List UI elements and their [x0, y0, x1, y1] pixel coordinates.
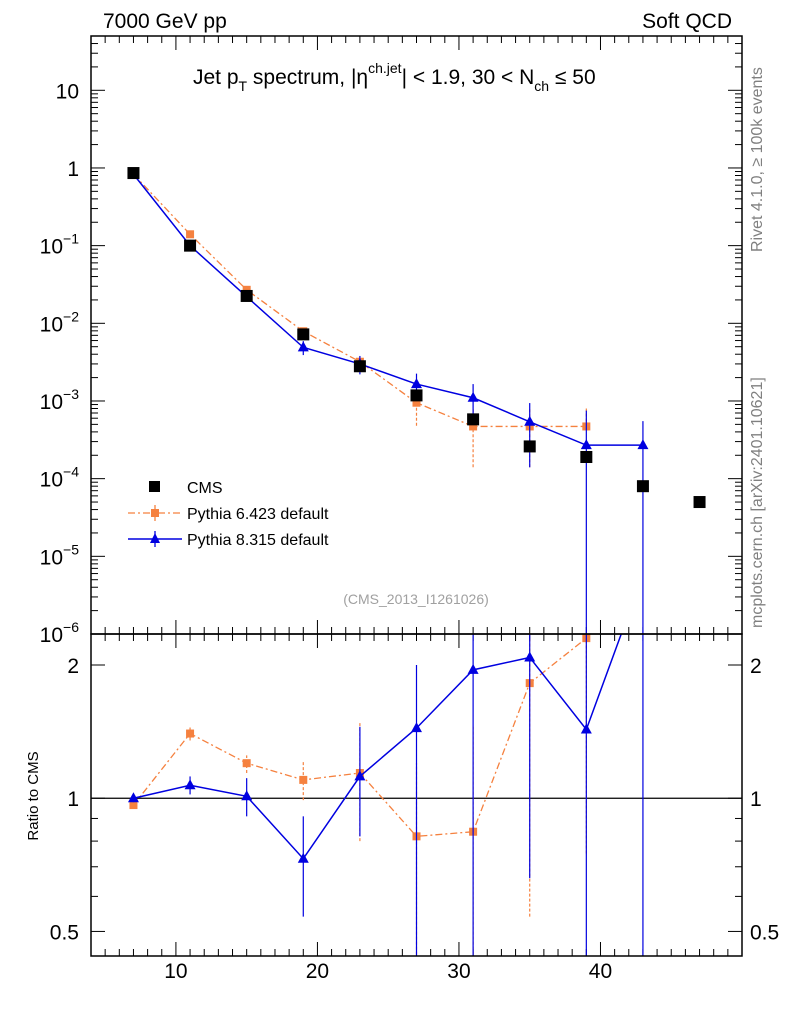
mcplots-label: mcplots.cern.ch [arXiv:2401.10621]	[749, 377, 766, 628]
main-ytick-label: 10−3	[40, 386, 80, 414]
main-ytick-exp: −4	[63, 464, 79, 480]
py8-ratio-point	[354, 770, 366, 781]
py8-main-point	[411, 378, 422, 389]
ratio-frame	[90, 633, 743, 957]
analysis-watermark: (CMS_2013_I1261026)	[343, 591, 489, 607]
py6-ratio-point	[129, 801, 138, 810]
cms-main-point	[467, 413, 480, 426]
cms-main-point	[410, 389, 423, 402]
main-ytick-base: 10	[56, 80, 79, 103]
title-eta: η	[356, 66, 368, 89]
py8-main-line	[132, 173, 643, 446]
py6-main-point	[242, 285, 251, 294]
ratio-ytick-label-right: 0.5	[750, 921, 779, 944]
main-ytick-label: 10−4	[40, 464, 80, 492]
py8-ratio-point	[524, 651, 536, 662]
header-right: Soft QCD	[642, 10, 732, 33]
cms-main-point	[523, 440, 536, 453]
xtick-label: 30	[447, 960, 470, 983]
py6-main-point	[412, 398, 421, 407]
main-ytick-base: 10	[40, 313, 63, 336]
legend: CMS Pythia 6.423 default Pythia 8.315 de…	[128, 480, 329, 549]
title-cond2: ≤ 50	[549, 66, 596, 89]
rivet-label: Rivet 4.1.0, ≥ 100k events	[749, 67, 766, 252]
ratio-ytick-label-left: 1	[67, 788, 79, 811]
ratio-ylabel: Ratio to CMS	[25, 751, 42, 840]
main-ytick-label: 1	[67, 158, 79, 181]
py6-main-line	[132, 173, 587, 428]
py8-ratio-point	[411, 722, 422, 733]
main-series	[127, 167, 706, 634]
main-ytick-label: 10−5	[40, 541, 80, 569]
main-ytick-base: 1	[67, 158, 79, 181]
main-ytick-base: 10	[40, 469, 63, 492]
legend-cms-label: CMS	[187, 480, 223, 497]
py8-ratio-point	[127, 792, 139, 803]
header-left: 7000 GeV pp	[103, 10, 227, 33]
cms-main-point	[127, 167, 140, 180]
main-ytick-exp: −1	[63, 231, 79, 247]
cms-main-point	[184, 239, 197, 252]
cms-main-point	[297, 328, 310, 341]
main-ytick-base: 10	[40, 391, 63, 414]
main-ytick-label: 10−2	[40, 308, 80, 336]
main-ytick-base: 10	[40, 624, 63, 647]
py8-main-point	[297, 341, 309, 352]
py8-ratio-point	[184, 779, 196, 790]
main-ytick-exp: −5	[63, 541, 79, 557]
py6-main-point	[186, 230, 195, 239]
py6-ratio-point	[299, 775, 308, 784]
py6-main-point	[469, 422, 478, 431]
py8-ratio-point	[297, 852, 309, 863]
ratio-ytick-label-left: 2	[67, 655, 79, 678]
ratio-ytick-label-right: 1	[750, 788, 762, 811]
cms-main-point	[636, 480, 649, 493]
main-ytick-exp: −2	[63, 308, 79, 324]
title-spectrum: spectrum, |	[247, 66, 356, 89]
py8-ratio-line	[133, 634, 623, 860]
main-ytick-exp: −3	[63, 386, 79, 402]
py8-ratio-point	[241, 790, 253, 801]
py8-ratio-point	[580, 723, 592, 734]
py8-main-point	[467, 391, 479, 402]
main-ytick-base: 10	[40, 546, 63, 569]
main-ytick-label: 10	[56, 80, 79, 103]
ratio-ytick-label-right: 2	[750, 655, 762, 678]
title-eta-sup: ch.jet	[368, 60, 402, 76]
title-jet: Jet p	[193, 66, 239, 89]
ratio-series	[127, 634, 644, 956]
legend-py8-marker	[150, 533, 160, 543]
cms-main-point	[240, 289, 253, 302]
main-ytick-base: 10	[40, 236, 63, 259]
py6-ratio-point	[242, 759, 251, 768]
cms-main-point	[580, 451, 593, 464]
main-ytick-label: 10−6	[40, 619, 80, 647]
ratio-axis-ticks: 0.5 0.5 1 1 2 2	[50, 655, 779, 944]
py8-main-point	[524, 415, 536, 426]
main-ytick-exp: −6	[63, 619, 79, 635]
main-ytick-label: 10−1	[40, 231, 80, 259]
py6-ratio-point	[186, 729, 195, 738]
legend-py6-label: Pythia 6.423 default	[187, 506, 329, 523]
py8-ratio-point	[467, 663, 479, 674]
cms-main-point	[693, 496, 706, 509]
xtick-label: 10	[164, 960, 187, 983]
plot-title: Jet pT spectrum, |ηch.jet| < 1.9, 30 < N…	[193, 60, 596, 94]
ratio-ytick-label-left: 0.5	[50, 921, 79, 944]
title-nch-sub: ch	[534, 78, 549, 94]
title-cond1: | < 1.9, 30 < N	[402, 66, 535, 89]
cms-main-point	[353, 360, 366, 373]
legend-cms-marker	[149, 481, 160, 492]
legend-py6-marker	[151, 509, 159, 517]
title-t-sub: T	[239, 78, 248, 94]
py8-main-point	[580, 439, 592, 450]
py8-main-point	[637, 439, 649, 450]
xtick-label: 40	[589, 960, 612, 983]
legend-py8-label: Pythia 8.315 default	[187, 532, 329, 549]
xtick-label: 20	[306, 960, 329, 983]
